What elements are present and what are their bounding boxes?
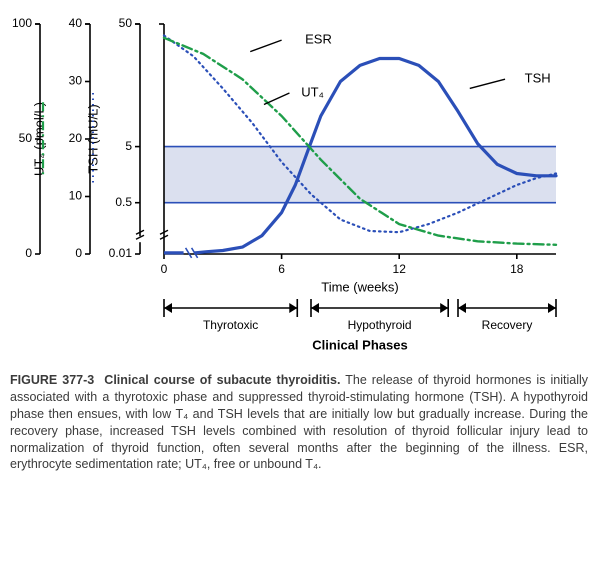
figure-number: FIGURE 377-3 bbox=[10, 373, 94, 387]
svg-text:0: 0 bbox=[25, 246, 32, 260]
svg-text:10: 10 bbox=[69, 189, 83, 203]
svg-text:5: 5 bbox=[125, 139, 132, 153]
svg-text:50: 50 bbox=[119, 16, 133, 30]
svg-text:ESR: ESR bbox=[305, 32, 332, 47]
svg-text:12: 12 bbox=[393, 262, 407, 276]
svg-text:Thyrotoxic: Thyrotoxic bbox=[203, 318, 258, 332]
svg-text:50: 50 bbox=[19, 131, 33, 145]
figure-caption: FIGURE 377-3 Clinical course of subacute… bbox=[10, 372, 588, 473]
svg-text:20: 20 bbox=[69, 131, 83, 145]
svg-text:100: 100 bbox=[12, 16, 32, 30]
svg-text:Time (weeks): Time (weeks) bbox=[321, 279, 399, 294]
svg-text:40: 40 bbox=[69, 16, 83, 30]
svg-text:30: 30 bbox=[69, 74, 83, 88]
figure-title: Clinical course of subacute thyroiditis. bbox=[104, 373, 340, 387]
svg-text:0: 0 bbox=[75, 246, 82, 260]
svg-text:Hypothyroid: Hypothyroid bbox=[348, 318, 412, 332]
svg-text:0.5: 0.5 bbox=[115, 195, 132, 209]
svg-text:0: 0 bbox=[161, 262, 168, 276]
thyroiditis-chart: 0.010.5550TSH (mU/L)010203040UT₄ (pmol/L… bbox=[10, 6, 588, 366]
svg-text:Recovery: Recovery bbox=[482, 318, 533, 332]
svg-text:0.01: 0.01 bbox=[109, 246, 133, 260]
svg-text:6: 6 bbox=[278, 262, 285, 276]
svg-text:18: 18 bbox=[510, 262, 524, 276]
figure-body: The release of thyroid hormones is initi… bbox=[10, 373, 588, 471]
figure-container: 0.010.5550TSH (mU/L)010203040UT₄ (pmol/L… bbox=[0, 0, 598, 570]
svg-text:UT₄: UT₄ bbox=[301, 84, 324, 99]
svg-text:Clinical Phases: Clinical Phases bbox=[312, 337, 407, 352]
svg-text:TSH: TSH bbox=[525, 71, 551, 86]
